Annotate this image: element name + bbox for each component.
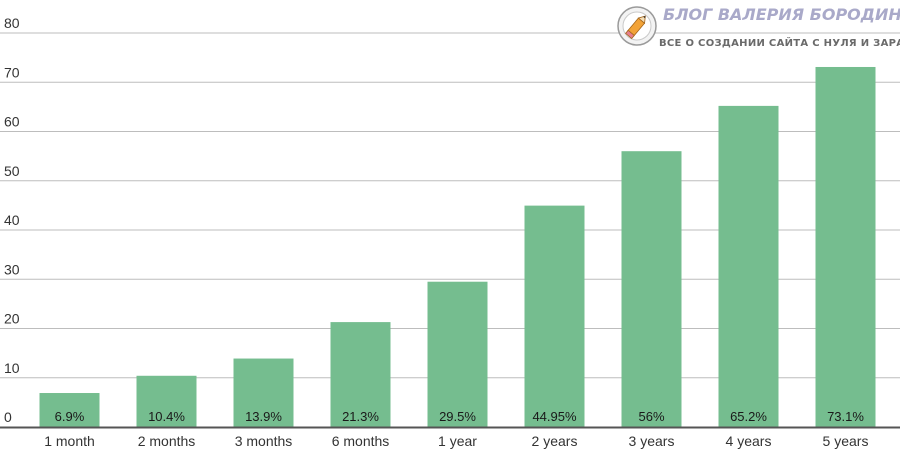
- x-tick-label: 3 months: [235, 433, 293, 449]
- data-label: 44.95%: [532, 409, 577, 424]
- data-label: 65.2%: [730, 409, 767, 424]
- x-tick-label: 4 years: [726, 433, 772, 449]
- data-label: 6.9%: [55, 409, 85, 424]
- x-tick-label: 2 years: [532, 433, 578, 449]
- bar: [524, 205, 585, 427]
- watermark-subtitle: ВСЕ О СОЗДАНИИ САЙТА С НУЛЯ И ЗАРАБОТКЕ …: [659, 36, 900, 49]
- bar: [621, 151, 682, 427]
- data-label: 29.5%: [439, 409, 476, 424]
- data-label: 56%: [638, 409, 664, 424]
- data-labels: 6.9% 10.4% 13.9% 21.3% 29.5% 44.95% 56% 65.2% 73…: [55, 409, 865, 424]
- x-tick-label: 3 years: [629, 433, 675, 449]
- pencil-logo-icon: [617, 6, 657, 46]
- watermark: БЛОГ ВАЛЕРИЯ БОРОДИНА – PRIBYLUM.RU ВСЕ …: [617, 5, 900, 49]
- y-tick-label: 20: [4, 311, 20, 327]
- y-tick-label: 0: [4, 409, 12, 425]
- y-tick-label: 80: [4, 15, 20, 31]
- x-axis-categories: 1 month 2 months 3 months 6 months 1 year 2 y…: [44, 433, 868, 449]
- grid-lines: [0, 32, 900, 379]
- x-tick-label: 6 months: [332, 433, 390, 449]
- bar: [233, 358, 294, 427]
- data-label: 10.4%: [148, 409, 185, 424]
- data-label: 73.1%: [827, 409, 864, 424]
- x-tick-label: 2 months: [138, 433, 196, 449]
- data-label: 13.9%: [245, 409, 282, 424]
- bar: [39, 393, 100, 427]
- bars: [39, 66, 876, 428]
- y-tick-label: 40: [4, 212, 20, 228]
- x-tick-label: 5 years: [823, 433, 869, 449]
- y-tick-label: 10: [4, 360, 20, 376]
- y-tick-label: 60: [4, 114, 20, 130]
- watermark-title: БЛОГ ВАЛЕРИЯ БОРОДИНА – PRIBYLUM.RU: [663, 5, 900, 24]
- y-tick-label: 70: [4, 64, 20, 80]
- bar: [718, 105, 779, 427]
- y-axis-ticks: 0 10 20 30 40 50 60 70 80: [4, 15, 20, 425]
- x-tick-label: 1 year: [438, 433, 477, 449]
- y-tick-label: 30: [4, 261, 20, 277]
- y-tick-label: 50: [4, 163, 20, 179]
- bar: [136, 375, 197, 427]
- x-tick-label: 1 month: [44, 433, 95, 449]
- bar: [815, 66, 876, 428]
- bar: [427, 281, 488, 427]
- bar: [330, 322, 391, 427]
- data-label: 21.3%: [342, 409, 379, 424]
